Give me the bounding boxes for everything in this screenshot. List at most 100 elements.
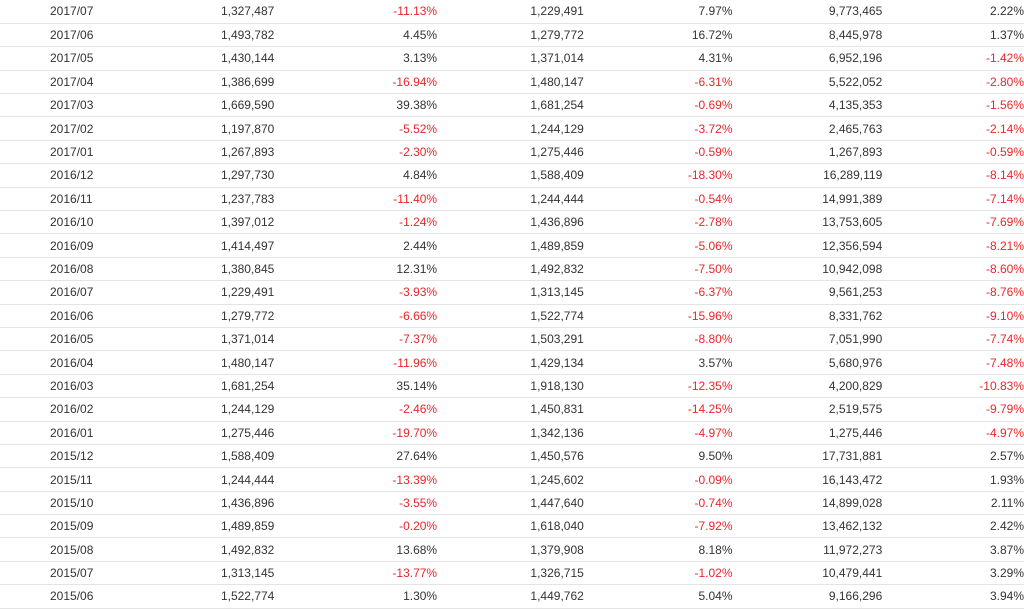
- table-row: 2016/11 1,237,783 -11.40% 1,244,444 -0.54% 14…: [0, 187, 1024, 212]
- change-b-cell: 3.57%: [583, 350, 733, 375]
- table-row: 2017/05 1,430,144 3.13% 1,371,014 4.31% 6,952…: [0, 46, 1024, 71]
- cumulative-change-cell: -0.59%: [882, 140, 1024, 165]
- value-a-cell: 1,489,859: [100, 514, 275, 539]
- change-a-cell: -3.55%: [274, 491, 438, 516]
- change-b-cell: -7.92%: [583, 514, 733, 539]
- table-row: 2015/10 1,436,896 -3.55% 1,447,640 -0.74% 14,…: [0, 491, 1024, 516]
- value-b-cell: 1,447,640: [437, 491, 584, 516]
- value-b-cell: 1,379,908: [437, 537, 584, 562]
- change-b-cell: -6.37%: [583, 280, 733, 305]
- month-cell: 2016/05: [0, 327, 101, 352]
- table-row: 2017/01 1,267,893 -2.30% 1,275,446 -0.59% 1,2…: [0, 140, 1024, 165]
- change-a-cell: -16.94%: [274, 70, 438, 95]
- cumulative-cell: 1,275,446: [732, 421, 883, 445]
- change-a-cell: 2.44%: [274, 233, 438, 258]
- value-a-cell: 1,229,491: [100, 280, 275, 305]
- value-a-cell: 1,480,147: [100, 350, 275, 375]
- value-a-cell: 1,297,730: [100, 163, 275, 188]
- change-b-cell: -15.96%: [583, 304, 733, 328]
- change-a-cell: -13.39%: [274, 467, 438, 492]
- cumulative-change-cell: -2.80%: [882, 70, 1024, 95]
- value-b-cell: 1,503,291: [437, 327, 584, 352]
- change-b-cell: -14.25%: [583, 397, 733, 422]
- cumulative-change-cell: -1.42%: [882, 46, 1024, 71]
- value-a-cell: 1,244,444: [100, 467, 275, 492]
- value-b-cell: 1,279,772: [437, 23, 584, 48]
- cumulative-change-cell: 2.22%: [882, 0, 1024, 24]
- change-a-cell: -3.93%: [274, 280, 438, 305]
- change-b-cell: -0.59%: [583, 140, 733, 165]
- value-b-cell: 1,429,134: [437, 350, 584, 375]
- table-row: 2016/03 1,681,254 35.14% 1,918,130 -12.35% 4,…: [0, 374, 1024, 399]
- table-row: 2016/07 1,229,491 -3.93% 1,313,145 -6.37% 9,5…: [0, 280, 1024, 305]
- value-b-cell: 1,313,145: [437, 280, 584, 305]
- value-b-cell: 1,522,774: [437, 304, 584, 328]
- change-b-cell: 8.18%: [583, 537, 733, 562]
- table-row: 2016/02 1,244,129 -2.46% 1,450,831 -14.25% 2,…: [0, 397, 1024, 422]
- month-cell: 2015/09: [0, 514, 101, 539]
- cumulative-change-cell: -1.56%: [882, 93, 1024, 118]
- value-b-cell: 1,326,715: [437, 561, 584, 586]
- value-b-cell: 1,244,129: [437, 116, 584, 141]
- change-b-cell: -0.74%: [583, 491, 733, 516]
- cumulative-change-cell: -9.79%: [882, 397, 1024, 422]
- table-row: 2016/10 1,397,012 -1.24% 1,436,896 -2.78% 13,…: [0, 210, 1024, 235]
- cumulative-change-cell: -4.97%: [882, 421, 1024, 445]
- change-a-cell: -11.96%: [274, 350, 438, 375]
- cumulative-cell: 9,166,296: [732, 584, 883, 609]
- month-cell: 2017/05: [0, 46, 101, 71]
- change-a-cell: 27.64%: [274, 444, 438, 469]
- cumulative-change-cell: 2.11%: [882, 491, 1024, 516]
- cumulative-change-cell: -2.14%: [882, 116, 1024, 141]
- table-row: 2017/02 1,197,870 -5.52% 1,244,129 -3.72% 2,4…: [0, 116, 1024, 141]
- change-a-cell: 4.45%: [274, 23, 438, 48]
- change-b-cell: -12.35%: [583, 374, 733, 399]
- value-a-cell: 1,493,782: [100, 23, 275, 48]
- change-a-cell: -13.77%: [274, 561, 438, 586]
- change-b-cell: -0.09%: [583, 467, 733, 492]
- change-a-cell: -5.52%: [274, 116, 438, 141]
- value-b-cell: 1,229,491: [437, 0, 584, 24]
- month-cell: 2016/11: [0, 187, 101, 212]
- month-cell: 2016/08: [0, 257, 101, 282]
- table-row: 2015/11 1,244,444 -13.39% 1,245,602 -0.09% 16…: [0, 467, 1024, 492]
- table-row: 2016/01 1,275,446 -19.70% 1,342,136 -4.97% 1,…: [0, 421, 1024, 445]
- month-cell: 2016/06: [0, 304, 101, 328]
- cumulative-cell: 2,465,763: [732, 116, 883, 141]
- table-row: 2016/09 1,414,497 2.44% 1,489,859 -5.06% 12,3…: [0, 233, 1024, 258]
- month-cell: 2017/06: [0, 23, 101, 48]
- value-a-cell: 1,414,497: [100, 233, 275, 258]
- cumulative-cell: 4,135,353: [732, 93, 883, 118]
- value-b-cell: 1,918,130: [437, 374, 584, 399]
- value-a-cell: 1,669,590: [100, 93, 275, 118]
- cumulative-cell: 14,991,389: [732, 187, 883, 212]
- cumulative-change-cell: -10.83%: [882, 374, 1024, 399]
- value-a-cell: 1,313,145: [100, 561, 275, 586]
- change-a-cell: -2.46%: [274, 397, 438, 422]
- change-b-cell: -18.30%: [583, 163, 733, 188]
- value-b-cell: 1,618,040: [437, 514, 584, 539]
- value-a-cell: 1,397,012: [100, 210, 275, 235]
- table-row: 2016/08 1,380,845 12.31% 1,492,832 -7.50% 10,…: [0, 257, 1024, 282]
- change-a-cell: 4.84%: [274, 163, 438, 188]
- cumulative-change-cell: -8.14%: [882, 163, 1024, 188]
- cumulative-cell: 13,462,132: [732, 514, 883, 539]
- value-b-cell: 1,245,602: [437, 467, 584, 492]
- value-a-cell: 1,681,254: [100, 374, 275, 399]
- month-cell: 2015/08: [0, 537, 101, 562]
- cumulative-change-cell: -8.76%: [882, 280, 1024, 305]
- month-cell: 2015/11: [0, 467, 101, 492]
- cumulative-change-cell: 1.93%: [882, 467, 1024, 492]
- month-cell: 2015/06: [0, 584, 101, 609]
- change-a-cell: 1.30%: [274, 584, 438, 609]
- change-a-cell: -11.40%: [274, 187, 438, 212]
- cumulative-change-cell: 3.29%: [882, 561, 1024, 586]
- month-cell: 2016/10: [0, 210, 101, 235]
- change-a-cell: -0.20%: [274, 514, 438, 539]
- value-b-cell: 1,436,896: [437, 210, 584, 235]
- cumulative-change-cell: -7.74%: [882, 327, 1024, 352]
- cumulative-cell: 9,561,253: [732, 280, 883, 305]
- change-b-cell: 7.97%: [583, 0, 733, 24]
- month-cell: 2016/02: [0, 397, 101, 422]
